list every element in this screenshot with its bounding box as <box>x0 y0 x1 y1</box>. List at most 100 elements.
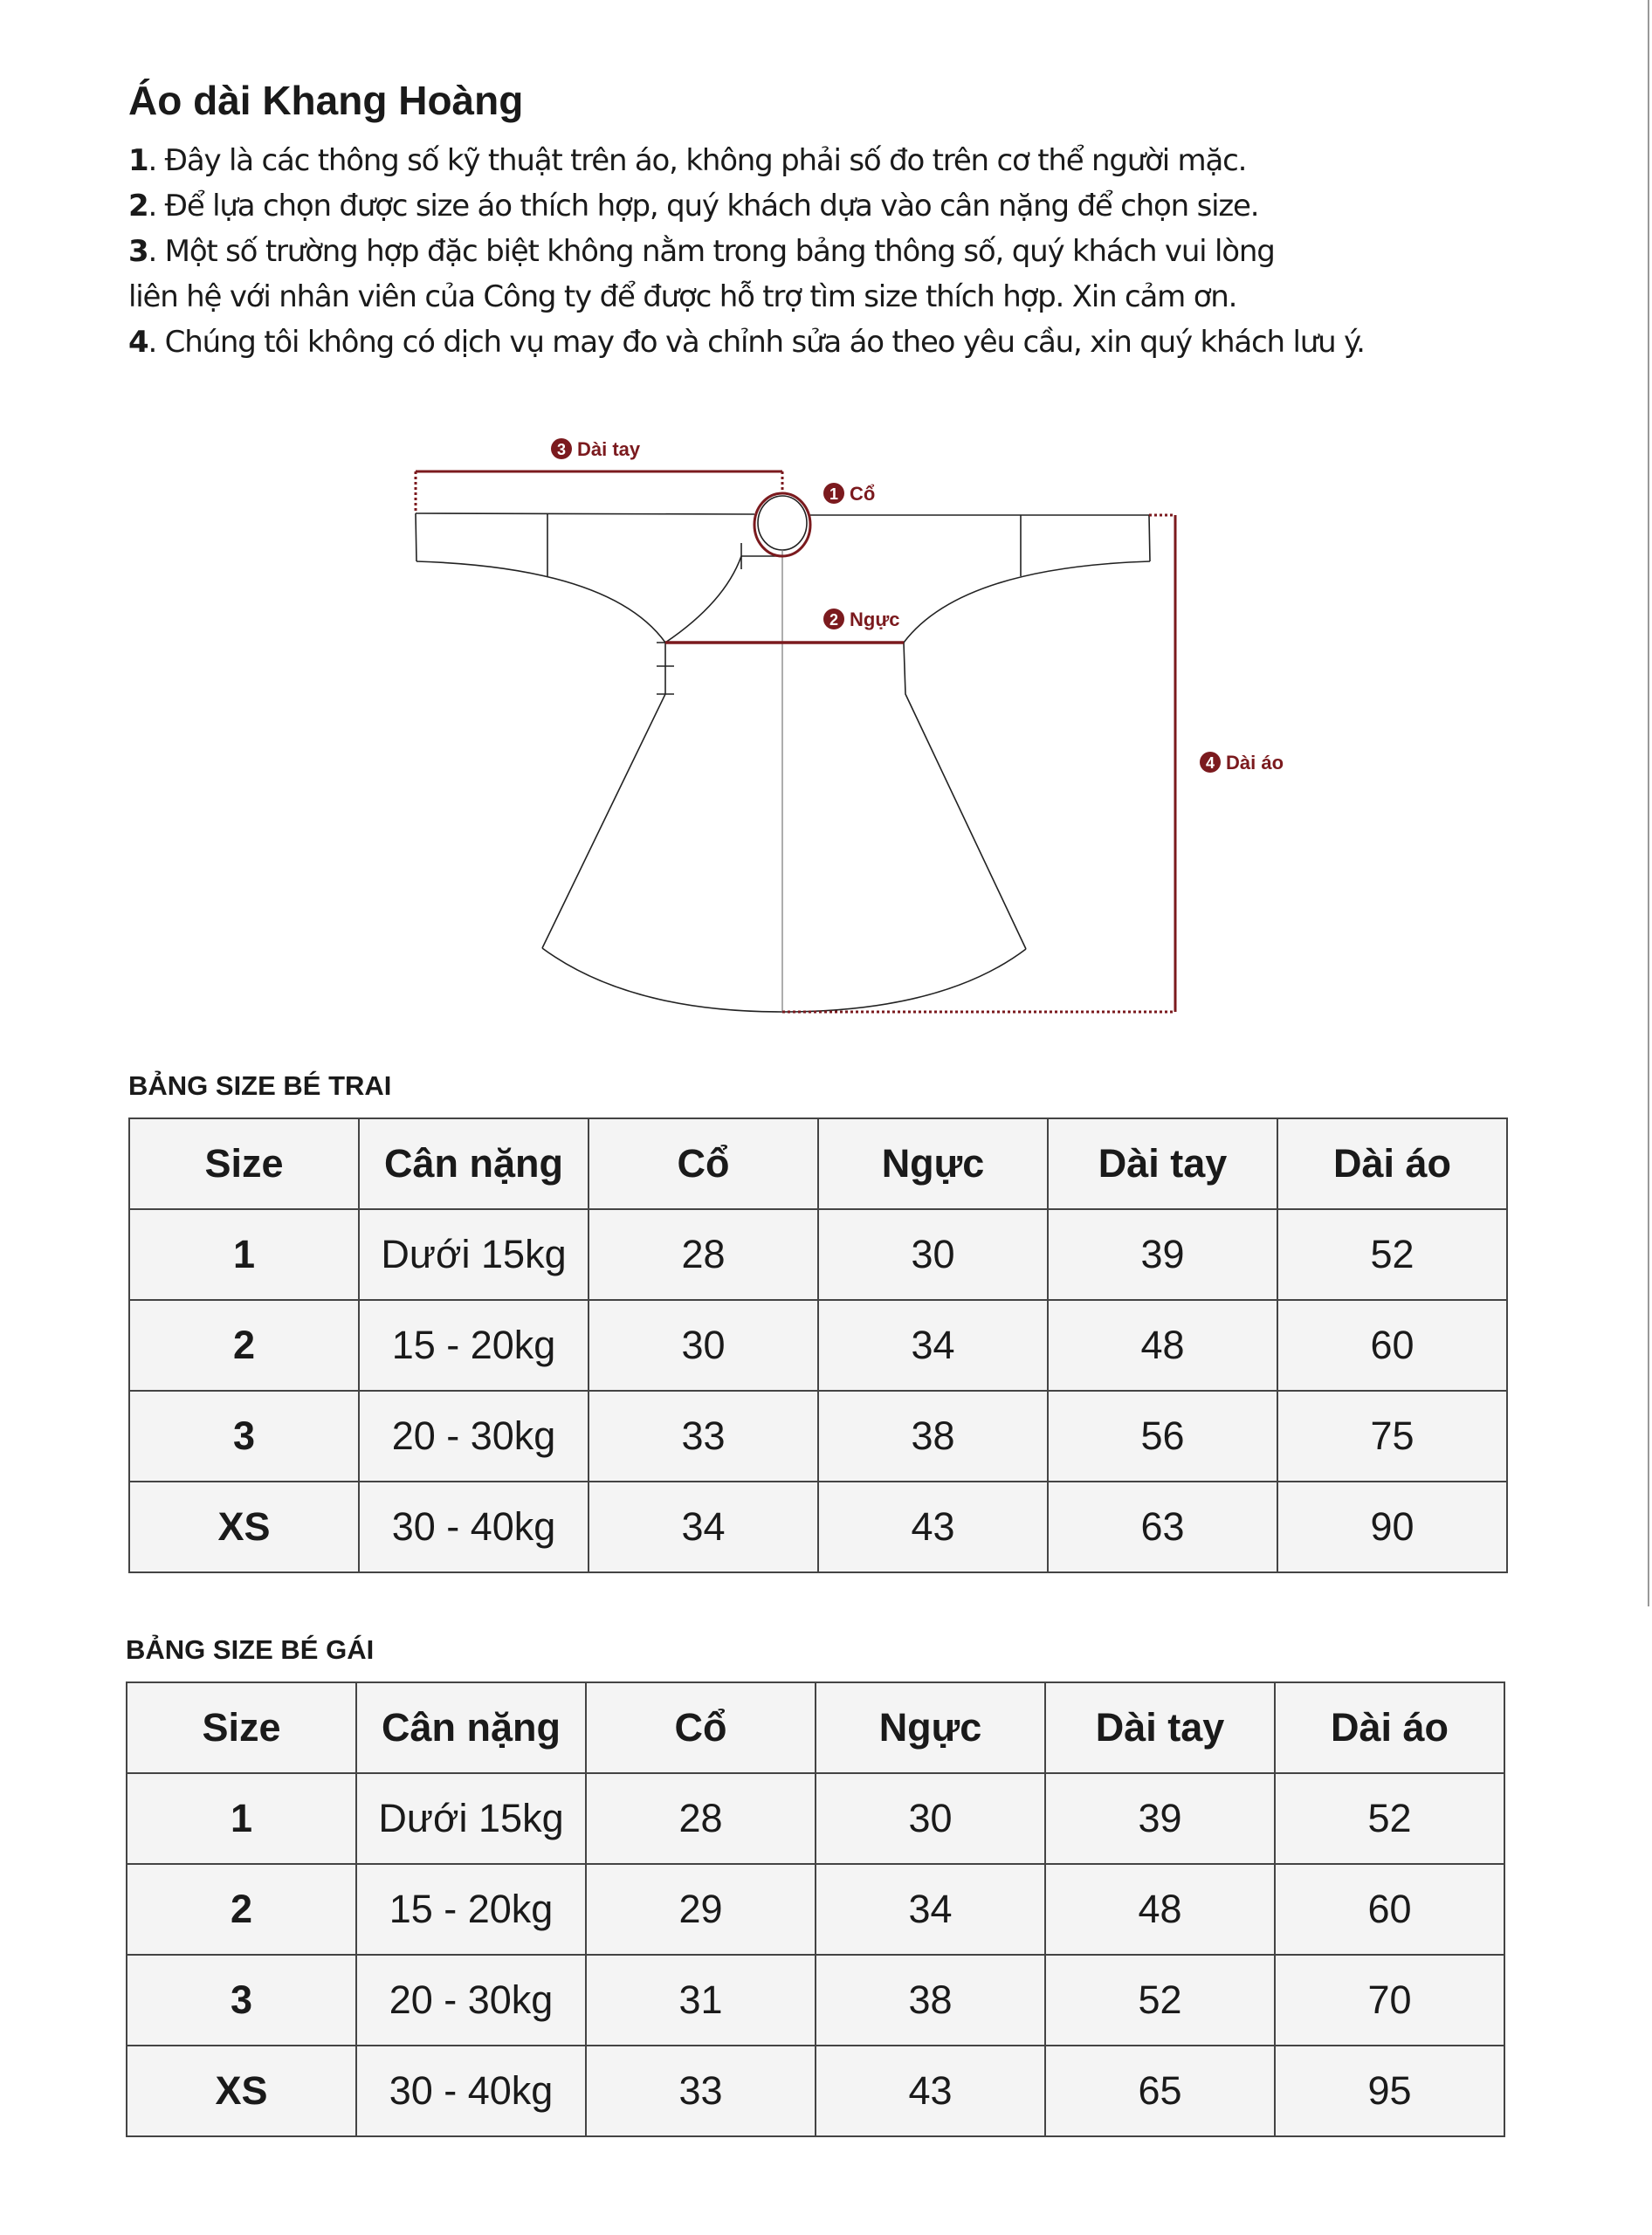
table-cell: 1 <box>128 1208 360 1301</box>
column-header: Ngực <box>817 1118 1049 1210</box>
table-row: 2 15 - 20kg 30 34 48 60 <box>128 1299 1508 1392</box>
label-text: Dài áo <box>1226 752 1284 774</box>
column-header: Dài áo <box>1277 1118 1508 1210</box>
table-cell: 3 <box>128 1390 360 1482</box>
column-header: Cân nặng <box>358 1118 589 1210</box>
table-cell: 1 <box>126 1772 357 1865</box>
label-nguc: 2 Ngực <box>823 609 900 630</box>
note-number: 2 <box>128 189 149 224</box>
note-text: liên hệ với nhân viên của Công ty để đượ… <box>128 279 1237 314</box>
table-cell: 3 <box>126 1954 357 2046</box>
column-header: Cổ <box>585 1681 816 1774</box>
table-cell: 20 - 30kg <box>355 1954 587 2046</box>
label-number: 2 <box>829 611 838 629</box>
label-number: 4 <box>1206 754 1215 772</box>
note-1: 1. Đây là các thông số kỹ thuật trên áo,… <box>128 138 1525 183</box>
page-title: Áo dài Khang Hoàng <box>128 78 524 123</box>
table-cell: 34 <box>817 1299 1049 1392</box>
label-dai-ao: 4 Dài áo <box>1200 752 1284 774</box>
note-number: 1 <box>128 143 149 178</box>
note-text: . Đây là các thông số kỹ thuật trên áo, … <box>148 143 1247 178</box>
table-cell: 65 <box>1044 2045 1276 2137</box>
table-cell: 48 <box>1047 1299 1278 1392</box>
label-dai-tay: 3 Dài tay <box>551 438 641 460</box>
note-text: . Một số trường hợp đặc biệt không nằm t… <box>148 234 1275 269</box>
garment-diagram: 3 Dài tay 1 Cổ 2 Ngực 4 Dài áo <box>414 438 1284 1014</box>
measure-lines <box>414 470 1177 1014</box>
column-header: Dài áo <box>1274 1681 1505 1774</box>
table-cell: 38 <box>817 1390 1049 1482</box>
note-2: 2. Để lựa chọn được size áo thích hợp, q… <box>128 183 1525 229</box>
table-cell: 33 <box>585 2045 816 2137</box>
table-cell: 28 <box>588 1208 819 1301</box>
label-number: 1 <box>829 485 838 503</box>
note-number: 3 <box>128 234 149 269</box>
table-cell: 56 <box>1047 1390 1278 1482</box>
table-cell: 30 - 40kg <box>358 1481 589 1573</box>
table-cell: 20 - 30kg <box>358 1390 589 1482</box>
table-row: XS 30 - 40kg 33 43 65 95 <box>126 2045 1505 2137</box>
table-cell: 34 <box>815 1863 1046 1956</box>
table-cell: 29 <box>585 1863 816 1956</box>
table-header-row: Size Cân nặng Cổ Ngực Dài tay Dài áo <box>128 1118 1508 1210</box>
table-cell: 43 <box>815 2045 1046 2137</box>
table-header-row: Size Cân nặng Cổ Ngực Dài tay Dài áo <box>126 1681 1505 1774</box>
table-row: 1 Dưới 15kg 28 30 39 52 <box>126 1772 1505 1865</box>
column-header: Cổ <box>588 1118 819 1210</box>
column-header: Dài tay <box>1047 1118 1278 1210</box>
table-cell: 63 <box>1047 1481 1278 1573</box>
girls-table-heading: BẢNG SIZE BÉ GÁI <box>126 1634 375 1665</box>
column-header: Size <box>128 1118 360 1210</box>
boys-size-table: Size Cân nặng Cổ Ngực Dài tay Dài áo 1 Dưới 15k… <box>128 1118 1508 1573</box>
note-3-cont: liên hệ với nhân viên của Công ty để đượ… <box>128 274 1525 320</box>
table-cell: XS <box>126 2045 357 2137</box>
page-edge-divider <box>1648 0 1649 1606</box>
table-row: 3 20 - 30kg 31 38 52 70 <box>126 1954 1505 2046</box>
table-cell: 39 <box>1047 1208 1278 1301</box>
table-cell: 2 <box>126 1863 357 1956</box>
note-text: . Để lựa chọn được size áo thích hợp, qu… <box>148 189 1259 224</box>
table-cell: 33 <box>588 1390 819 1482</box>
label-co: 1 Cổ <box>823 483 875 505</box>
table-cell: 15 - 20kg <box>355 1863 587 1956</box>
label-text: Ngực <box>850 609 900 630</box>
table-cell: 90 <box>1277 1481 1508 1573</box>
table-cell: Dưới 15kg <box>355 1772 587 1865</box>
sleeve-measure-ticks <box>414 471 784 513</box>
neck-measure <box>753 492 812 558</box>
table-cell: 15 - 20kg <box>358 1299 589 1392</box>
table-cell: 30 <box>817 1208 1049 1301</box>
table-cell: 2 <box>128 1299 360 1392</box>
table-cell: 34 <box>588 1481 819 1573</box>
table-cell: 70 <box>1274 1954 1505 2046</box>
table-cell: 52 <box>1274 1772 1505 1865</box>
girls-size-table: Size Cân nặng Cổ Ngực Dài tay Dài áo 1 Dưới 15k… <box>126 1681 1505 2137</box>
label-text: Cổ <box>850 483 875 505</box>
table-cell: 30 <box>588 1299 819 1392</box>
table-cell: 39 <box>1044 1772 1276 1865</box>
table-cell: 75 <box>1277 1390 1508 1482</box>
table-cell: 60 <box>1277 1299 1508 1392</box>
table-cell: 30 <box>815 1772 1046 1865</box>
boys-table-heading: BẢNG SIZE BÉ TRAI <box>128 1070 392 1101</box>
table-cell: 95 <box>1274 2045 1505 2137</box>
note-number: 4 <box>128 325 149 360</box>
table-cell: 52 <box>1044 1954 1276 2046</box>
table-row: 3 20 - 30kg 33 38 56 75 <box>128 1390 1508 1482</box>
table-cell: 48 <box>1044 1863 1276 1956</box>
table-row: 2 15 - 20kg 29 34 48 60 <box>126 1863 1505 1956</box>
note-text: . Chúng tôi không có dịch vụ may đo và c… <box>148 325 1365 360</box>
table-cell: 60 <box>1274 1863 1505 1956</box>
table-cell: 52 <box>1277 1208 1508 1301</box>
note-3: 3. Một số trường hợp đặc biệt không nằm … <box>128 229 1525 274</box>
column-header: Dài tay <box>1044 1681 1276 1774</box>
table-cell: 28 <box>585 1772 816 1865</box>
table-cell: 38 <box>815 1954 1046 2046</box>
table-cell: XS <box>128 1481 360 1573</box>
notes-list: 1. Đây là các thông số kỹ thuật trên áo,… <box>128 138 1525 365</box>
note-4: 4. Chúng tôi không có dịch vụ may đo và … <box>128 320 1525 365</box>
table-cell: Dưới 15kg <box>358 1208 589 1301</box>
table-cell: 30 - 40kg <box>355 2045 587 2137</box>
column-header: Ngực <box>815 1681 1046 1774</box>
length-measure-ticks <box>782 513 1175 1014</box>
